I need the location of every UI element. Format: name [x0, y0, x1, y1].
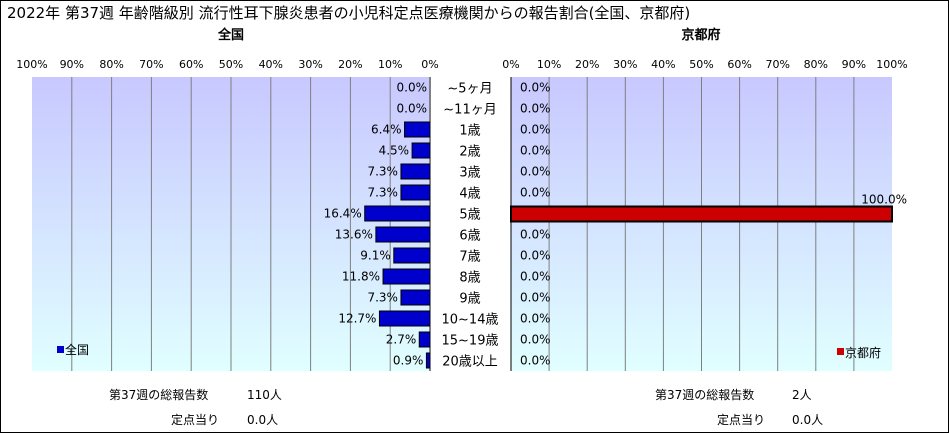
bar-national — [393, 247, 431, 264]
data-label-kyoto: 100.0% — [861, 193, 907, 207]
bar-national — [364, 205, 431, 222]
bar-national — [378, 310, 431, 327]
category-label: 15~19歳 — [442, 334, 499, 349]
data-label-national: 6.4% — [371, 123, 402, 137]
bar-national — [382, 268, 431, 285]
category-label: 1歳 — [459, 124, 480, 139]
category-label: 3歳 — [459, 166, 480, 181]
footer-national-per-label: 定点当り — [171, 412, 219, 427]
bar-kyoto — [510, 205, 893, 223]
x-tick-label-kyoto: 10% — [537, 58, 561, 71]
data-label-national: 7.3% — [367, 165, 398, 179]
x-tick-label-kyoto: 50% — [689, 58, 713, 71]
legend-label-kyoto: 京都府 — [845, 345, 881, 360]
x-tick-label-national: 40% — [259, 58, 283, 71]
x-tick-label-national: 20% — [338, 58, 362, 71]
data-label-kyoto: 0.0% — [520, 249, 551, 263]
x-tick-label-kyoto: 0% — [502, 58, 519, 71]
footer-kyoto-per-label: 定点当り — [717, 412, 765, 427]
x-tick-label-national: 0% — [421, 58, 438, 71]
bar-national — [425, 352, 431, 369]
category-label: 5歳 — [459, 208, 480, 223]
footer-national-total-value: 110人 — [247, 388, 282, 402]
bar-national — [375, 226, 431, 243]
panel-title-kyoto: 京都府 — [681, 27, 720, 43]
x-tick-label-national: 80% — [99, 58, 123, 71]
legend-swatch-national — [57, 346, 64, 353]
x-tick-label-kyoto: 40% — [651, 58, 675, 71]
data-label-national: 0.0% — [397, 102, 428, 116]
data-label-national: 12.7% — [338, 312, 376, 326]
bar-national — [404, 121, 431, 138]
x-tick-label-kyoto: 70% — [765, 58, 789, 71]
x-tick-label-kyoto: 90% — [842, 58, 866, 71]
data-label-kyoto: 0.0% — [520, 333, 551, 347]
data-label-kyoto: 0.0% — [520, 123, 551, 137]
footer-kyoto-total-label: 第37週の総報告数 — [655, 387, 754, 402]
data-label-national: 11.8% — [342, 270, 380, 284]
data-label-national: 13.6% — [335, 228, 373, 242]
data-label-national: 0.9% — [393, 354, 424, 368]
category-label: 7歳 — [459, 250, 480, 265]
x-tick-label-national: 50% — [219, 58, 243, 71]
data-label-kyoto: 0.0% — [520, 144, 551, 158]
x-tick-label-kyoto: 30% — [613, 58, 637, 71]
bar-national — [400, 163, 431, 180]
data-label-kyoto: 0.0% — [520, 165, 551, 179]
footer-national-total-label: 第37週の総報告数 — [109, 387, 208, 402]
data-label-national: 9.1% — [360, 249, 391, 263]
data-label-kyoto: 0.0% — [520, 228, 551, 242]
data-label-national: 2.7% — [386, 333, 417, 347]
x-tick-label-kyoto: 80% — [804, 58, 828, 71]
data-label-kyoto: 0.0% — [520, 312, 551, 326]
x-tick-label-national: 60% — [179, 58, 203, 71]
data-label-kyoto: 0.0% — [520, 270, 551, 284]
bar-national — [411, 142, 431, 159]
category-label: ~5ヶ月 — [447, 82, 492, 97]
category-label: 9歳 — [459, 292, 480, 307]
footer-kyoto-total-value: 2人 — [792, 388, 812, 402]
category-label: ~11ヶ月 — [443, 103, 496, 118]
x-tick-label-kyoto: 60% — [727, 58, 751, 71]
chart-title: 2022年 第37週 年齢階級別 流行性耳下腺炎患者の小児科定点医療機関からの報… — [7, 4, 690, 22]
x-tick-label-national: 10% — [378, 58, 402, 71]
data-label-national: 7.3% — [367, 291, 398, 305]
legend-swatch-kyoto — [837, 348, 844, 355]
data-label-kyoto: 0.0% — [520, 186, 551, 200]
x-tick-label-national: 90% — [60, 58, 84, 71]
x-tick-label-national: 100% — [16, 58, 47, 71]
x-tick-label-national: 70% — [139, 58, 163, 71]
bar-national — [418, 331, 431, 348]
data-label-kyoto: 0.0% — [520, 291, 551, 305]
bar-national — [400, 184, 431, 201]
category-label: 2歳 — [459, 145, 480, 160]
category-label: 8歳 — [459, 271, 480, 286]
legend-label-national: 全国 — [65, 342, 89, 357]
data-label-kyoto: 0.0% — [520, 102, 551, 116]
category-label: 6歳 — [459, 229, 480, 244]
data-label-kyoto: 0.0% — [520, 354, 551, 368]
x-tick-label-kyoto: 100% — [876, 58, 907, 71]
footer-kyoto-per-value: 0.0人 — [792, 413, 823, 427]
data-label-national: 0.0% — [397, 81, 428, 95]
category-label: 10~14歳 — [442, 313, 499, 328]
panel-title-national: 全国 — [217, 27, 244, 43]
bar-national — [400, 289, 431, 306]
data-label-kyoto: 0.0% — [520, 81, 551, 95]
x-tick-label-kyoto: 20% — [575, 58, 599, 71]
data-label-national: 4.5% — [379, 144, 410, 158]
x-tick-label-national: 30% — [298, 58, 322, 71]
data-label-national: 7.3% — [367, 186, 398, 200]
data-label-national: 16.4% — [324, 207, 362, 221]
category-label: 20歳以上 — [442, 355, 498, 370]
footer-national-per-value: 0.0人 — [247, 413, 278, 427]
category-label: 4歳 — [459, 187, 480, 202]
